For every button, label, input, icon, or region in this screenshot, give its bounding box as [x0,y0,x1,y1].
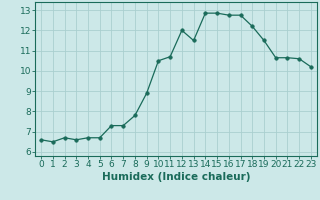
X-axis label: Humidex (Indice chaleur): Humidex (Indice chaleur) [102,172,250,182]
